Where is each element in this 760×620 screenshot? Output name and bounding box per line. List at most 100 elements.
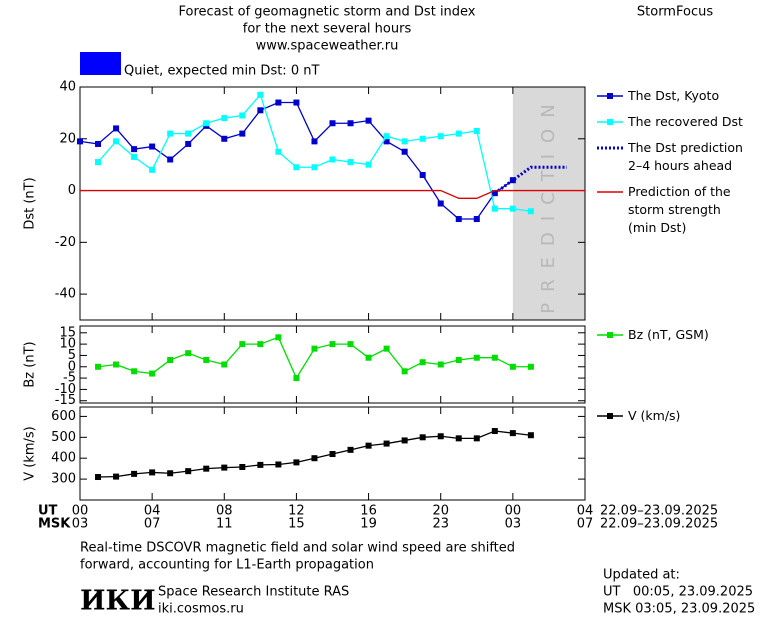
x-tick-label: 07: [144, 517, 161, 532]
plot-frame: [79, 86, 586, 321]
y-tick-label: 0: [68, 183, 76, 198]
title: for the next several hours: [243, 22, 412, 37]
point: [257, 341, 264, 348]
point: [365, 442, 372, 449]
point: [347, 341, 354, 348]
point: [311, 164, 318, 171]
x-tick-label: 04: [144, 504, 161, 519]
y-tick-label: 300: [51, 472, 76, 487]
legend-label: The Dst prediction 2–4 hours ahead: [628, 140, 743, 173]
plot-frame: [79, 406, 586, 501]
point: [365, 354, 372, 361]
point: [239, 341, 246, 348]
x-tick-label: 15: [288, 517, 305, 532]
note: forward, accounting for L1-Earth propaga…: [80, 558, 374, 573]
point: [149, 143, 156, 150]
legend-marker: [607, 119, 613, 125]
point: [347, 446, 354, 453]
point: [473, 216, 480, 223]
x-tick-label: 00: [505, 504, 522, 519]
point: [527, 208, 534, 215]
note: Real-time DSCOVR magnetic field and sola…: [80, 541, 515, 556]
point: [221, 361, 228, 368]
y-axis-label: V (km/s): [23, 426, 38, 481]
point: [455, 130, 462, 137]
point: [95, 159, 102, 166]
point: [347, 159, 354, 166]
point: [293, 375, 300, 382]
point: [203, 120, 210, 127]
point: [401, 437, 408, 444]
point: [239, 130, 246, 137]
legend-label: V (km/s): [628, 408, 681, 423]
y-tick-label: 400: [51, 451, 76, 466]
point: [455, 356, 462, 363]
point: [167, 156, 174, 163]
legend-marker: [607, 332, 613, 338]
point: [419, 359, 426, 366]
series-line: [98, 430, 531, 478]
updated: UT 00:05, 23.09.2025: [603, 585, 753, 600]
point: [185, 140, 192, 147]
point: [185, 130, 192, 137]
x-tick-label: 07: [577, 517, 594, 532]
point: [149, 469, 156, 476]
x-axis-label: UT: [38, 504, 58, 519]
point: [149, 166, 156, 173]
point: [77, 138, 83, 145]
point: [491, 354, 498, 361]
point: [509, 177, 516, 184]
point: [473, 128, 480, 135]
point: [131, 153, 138, 160]
updated: MSK 03:05, 23.09.2025: [603, 602, 755, 617]
point: [455, 435, 462, 442]
series-line: [97, 336, 531, 380]
x-axis-label: MSK: [38, 517, 71, 532]
point: [419, 135, 426, 142]
point: [293, 459, 300, 466]
point: [221, 135, 228, 142]
point: [311, 455, 318, 462]
point: [383, 133, 390, 140]
x-tick-label: 03: [505, 517, 522, 532]
point: [365, 117, 372, 124]
point: [455, 216, 462, 223]
series-line: [79, 101, 514, 220]
point: [131, 146, 138, 153]
y-tick-label: -5: [63, 371, 76, 386]
brand: StormFocus: [637, 5, 713, 20]
status-box: [80, 52, 121, 75]
point: [437, 200, 444, 207]
point: [509, 430, 516, 437]
point: [401, 138, 408, 145]
logo: ИКИ: [80, 586, 156, 617]
point: [437, 361, 444, 368]
point: [491, 205, 498, 212]
point: [95, 363, 102, 370]
y-axis-label: Bz (nT): [23, 341, 38, 387]
point: [383, 345, 390, 352]
point: [311, 138, 318, 145]
date-range: 22.09–23.09.2025: [600, 504, 718, 519]
x-tick-label: 04: [577, 504, 594, 519]
point: [185, 468, 192, 475]
updated: Updated at:: [603, 568, 680, 583]
point: [329, 156, 336, 163]
point: [257, 107, 264, 114]
y-tick-label: 20: [59, 131, 76, 146]
x-tick-label: 00: [72, 504, 89, 519]
y-tick-label: 10: [59, 337, 76, 352]
series-line: [97, 93, 531, 212]
point: [275, 148, 282, 155]
point: [509, 363, 516, 370]
x-tick-label: 19: [360, 517, 377, 532]
point: [473, 354, 480, 361]
y-tick-label: -10: [55, 382, 76, 397]
point: [311, 345, 318, 352]
point: [113, 138, 120, 145]
point: [95, 474, 102, 481]
point: [527, 363, 534, 370]
x-tick-label: 08: [216, 504, 233, 519]
title: Forecast of geomagnetic storm and Dst in…: [178, 5, 475, 20]
